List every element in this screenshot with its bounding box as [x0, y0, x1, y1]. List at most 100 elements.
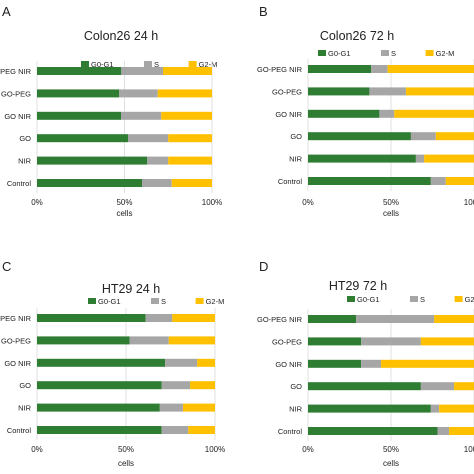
legend-swatch — [454, 296, 463, 302]
category-label: GO — [19, 381, 31, 390]
category-label: -PEG NIR — [0, 314, 32, 323]
legend-swatch — [88, 298, 96, 304]
bar-segment — [308, 359, 362, 368]
bar-segment — [405, 87, 474, 96]
x-tick-label: 100% — [464, 198, 474, 207]
legend-label: G0-G1 — [91, 60, 114, 69]
bar-segment — [308, 132, 411, 141]
panel-letter: D — [259, 259, 268, 274]
category-label: NIR — [18, 404, 32, 413]
bar-segment — [308, 65, 372, 73]
legend-label: S — [154, 60, 159, 69]
bar-segment — [37, 336, 130, 345]
bar-segment — [168, 156, 212, 165]
bar-segment — [128, 134, 169, 143]
bar-segment — [381, 359, 474, 368]
legend-swatch — [144, 61, 152, 67]
x-tick-label: 50% — [118, 445, 134, 454]
bar-segment — [420, 337, 474, 346]
bar-segment — [161, 381, 191, 390]
bar-segment — [308, 315, 357, 323]
bar-segment — [308, 427, 438, 435]
bar-segment — [190, 381, 215, 390]
category-label: GO NIR — [4, 112, 31, 121]
x-tick-label: 50% — [383, 445, 399, 454]
bar-segment — [435, 132, 474, 141]
bar-segment — [308, 177, 431, 185]
bar-segment — [37, 358, 166, 367]
legend-swatch — [81, 61, 89, 67]
chart-title: Colon26 72 h — [320, 29, 394, 43]
bar-segment — [424, 154, 474, 163]
bar-segment — [449, 427, 474, 435]
bar-segment — [165, 358, 198, 367]
bar-segment — [171, 179, 212, 187]
category-label: GO — [290, 132, 302, 141]
bar-segment — [37, 314, 146, 322]
bar-segment — [168, 336, 215, 345]
bar-segment — [361, 359, 382, 368]
bar-segment — [420, 382, 455, 391]
category-label: GO NIR — [275, 110, 302, 119]
x-axis-label: cells — [383, 209, 399, 218]
x-tick-label: 50% — [116, 198, 132, 207]
bar-segment — [356, 315, 435, 323]
bar-segment — [37, 179, 142, 187]
legend-label: S — [161, 297, 166, 306]
panel-letter: C — [2, 259, 11, 274]
x-axis-label: cells — [383, 459, 399, 468]
category-label: GO-PEG — [272, 337, 302, 346]
category-label: NIR — [18, 157, 32, 166]
x-tick-label: 100% — [202, 198, 222, 207]
bar-segment — [308, 109, 380, 118]
chart-panel-b: B Colon26 72 h G0-G1 S G2-M 0% 50% 100% cells GO-… — [257, 4, 474, 218]
legend-swatch — [381, 50, 389, 56]
x-tick-label: 100% — [205, 445, 225, 454]
bar-segment — [37, 111, 121, 120]
bar-segment — [37, 134, 128, 143]
bar-segment — [454, 382, 474, 391]
category-label: GO — [290, 382, 302, 391]
legend-label: G2-M — [465, 295, 474, 304]
chart-title: HT29 24 h — [102, 282, 160, 296]
bar-segment — [161, 111, 212, 120]
x-tick-label: 0% — [302, 445, 314, 454]
category-label: GO NIR — [4, 359, 31, 368]
chart-panel-a: A Colon26 24 h G0-G1 S G2-M 0% 50% 100% cells PEG… — [0, 4, 222, 218]
chart-title: Colon26 24 h — [84, 29, 158, 43]
legend-swatch — [188, 61, 197, 67]
legend-swatch — [151, 298, 159, 304]
x-tick-label: 0% — [31, 445, 43, 454]
bar-segment — [37, 67, 121, 75]
bar-segment — [37, 381, 162, 390]
bar-segment — [188, 426, 215, 434]
chart-panel-c: C HT29 24 hG0-G1 S G2-M 0% 50% 100% cells -PEG N… — [0, 259, 225, 468]
category-label: Control — [278, 427, 303, 436]
chart-panel-d: D HT29 72 h G0-G1 S G2-M 0% 50% 100% cells GO-PEG… — [257, 259, 474, 468]
category-label: NIR — [289, 155, 303, 164]
bar-segment — [308, 337, 362, 346]
bar-segment — [410, 132, 436, 141]
bar-segment — [394, 109, 474, 118]
category-label: Control — [278, 177, 303, 186]
legend-label: G0-G1 — [357, 295, 380, 304]
category-label: GO-PEG NIR — [257, 65, 303, 74]
x-tick-label: 0% — [302, 198, 314, 207]
legend-label: S — [420, 295, 425, 304]
legend-label: G0-G1 — [328, 49, 351, 58]
legend-swatch — [410, 296, 418, 302]
legend-swatch — [347, 296, 355, 302]
x-tick-label: 100% — [464, 445, 474, 454]
bar-segment — [439, 404, 474, 413]
bar-segment — [163, 67, 212, 75]
bar-segment — [308, 404, 431, 413]
bar-segment — [157, 89, 212, 98]
bar-segment — [308, 87, 370, 96]
category-label: Control — [7, 179, 32, 188]
bar-segment — [121, 67, 163, 75]
bar-segment — [37, 89, 120, 98]
panel-letter: B — [259, 4, 268, 19]
bar-segment — [142, 179, 172, 187]
bar-segment — [379, 109, 395, 118]
